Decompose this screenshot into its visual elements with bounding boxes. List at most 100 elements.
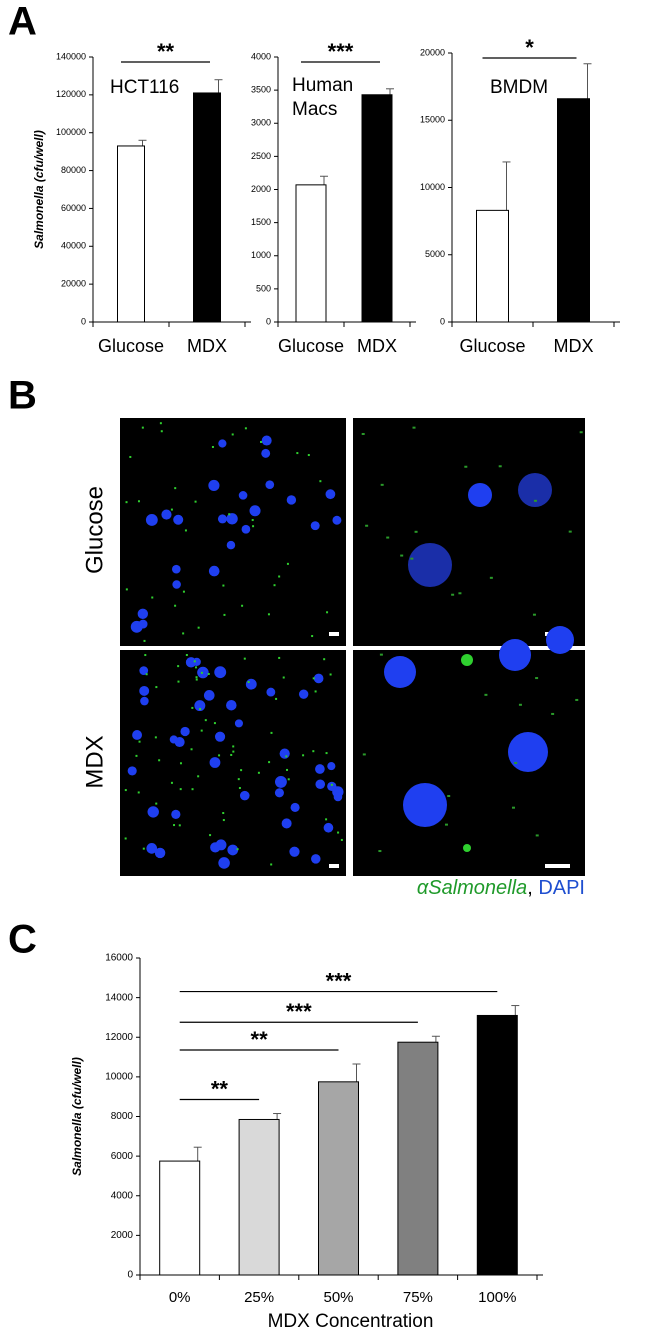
nucleus [192, 657, 201, 667]
bacterium [260, 440, 263, 443]
y-tick-label: 2500 [251, 151, 271, 161]
nucleus [234, 719, 243, 728]
bacterium [222, 819, 225, 822]
bacterium [145, 673, 148, 676]
bacterium [447, 795, 451, 798]
nucleus [499, 639, 531, 671]
x-tick-label: 100% [478, 1289, 516, 1306]
row-label: Glucose [81, 486, 108, 574]
nucleus [139, 666, 149, 676]
bacterium [124, 789, 127, 792]
bacterium [182, 632, 185, 635]
y-tick-label: 2000 [251, 184, 271, 194]
bacterium [268, 761, 271, 764]
y-tick-label: 15000 [420, 115, 445, 125]
bacterium [124, 837, 127, 840]
significance-label: ** [251, 1027, 269, 1052]
bacterium [296, 452, 299, 455]
nucleus [180, 726, 190, 737]
nucleus [208, 565, 220, 577]
nucleus [289, 846, 300, 857]
bacterium [143, 639, 146, 642]
panel-label: C [8, 918, 37, 962]
bar [238, 1118, 280, 1276]
bacterium [204, 719, 207, 722]
bacterium [458, 592, 462, 595]
significance-label: *** [326, 968, 352, 993]
bacterium [410, 557, 414, 560]
bacterium [197, 626, 200, 629]
bacterium [244, 427, 247, 430]
bacterium [241, 604, 244, 607]
bacterium [286, 768, 289, 771]
bacterium [237, 778, 240, 781]
bacterium [340, 838, 343, 841]
x-tick-label: Glucose [459, 336, 525, 356]
bacterium [579, 431, 583, 434]
bacterium [200, 729, 203, 732]
bacterium [223, 613, 226, 616]
bacterium [199, 708, 202, 711]
nucleus [172, 580, 181, 589]
bacterium [273, 584, 276, 587]
y-tick-label: 140000 [56, 51, 86, 61]
bacterium [193, 660, 196, 663]
nucleus [226, 540, 236, 550]
bacterium [129, 455, 132, 458]
bacterium [211, 445, 214, 448]
nucleus [261, 435, 272, 446]
nucleus [313, 673, 324, 684]
nucleus [161, 509, 172, 520]
nucleus [145, 514, 158, 526]
y-axis-label: Salmonella (cfu/well) [70, 1057, 84, 1176]
bacterium [312, 677, 315, 680]
bacterium [319, 480, 322, 483]
nucleus [310, 521, 320, 531]
scale-bar [329, 632, 339, 636]
bacterium [532, 613, 536, 616]
bacterium [228, 513, 231, 516]
bacterium [511, 806, 515, 809]
bacterium [125, 501, 128, 504]
significance-label: ** [157, 39, 175, 64]
nucleus [468, 483, 492, 507]
bacterium [282, 676, 285, 679]
bacterium [158, 759, 161, 762]
nucleus [154, 847, 166, 859]
bacterium [135, 754, 138, 757]
panel-label: A [8, 0, 37, 44]
bacterium [170, 508, 173, 511]
nucleus [171, 564, 181, 574]
nucleus [518, 473, 552, 507]
bacterium [177, 680, 180, 683]
nucleus [290, 802, 300, 813]
bacterium [278, 656, 281, 659]
y-tick-label: 3000 [251, 118, 271, 128]
nucleus [274, 775, 287, 788]
nucleus [327, 762, 336, 771]
y-tick-label: 2000 [111, 1230, 134, 1241]
bacterium [138, 740, 141, 743]
nucleus [408, 543, 452, 587]
bar [397, 1041, 439, 1276]
bacterium [179, 788, 182, 791]
bacterium [178, 824, 181, 827]
bacterium [174, 604, 177, 607]
y-tick-label: 5000 [425, 249, 445, 259]
nucleus [332, 515, 342, 525]
chart-title: Macs [292, 99, 337, 120]
y-tick-label: 10000 [105, 1072, 133, 1083]
nucleus [214, 666, 227, 679]
bacterium [191, 706, 194, 709]
bacterium [412, 426, 416, 429]
bacterium [451, 593, 455, 596]
scale-bar [329, 864, 339, 868]
stain: αSalmonella [417, 877, 527, 899]
y-tick-label: 1500 [251, 217, 271, 227]
bacterium [173, 824, 176, 827]
y-tick-label: 20000 [61, 279, 86, 289]
nucleus [137, 608, 148, 620]
x-tick-label: 75% [403, 1289, 433, 1306]
nucleus [139, 685, 150, 696]
